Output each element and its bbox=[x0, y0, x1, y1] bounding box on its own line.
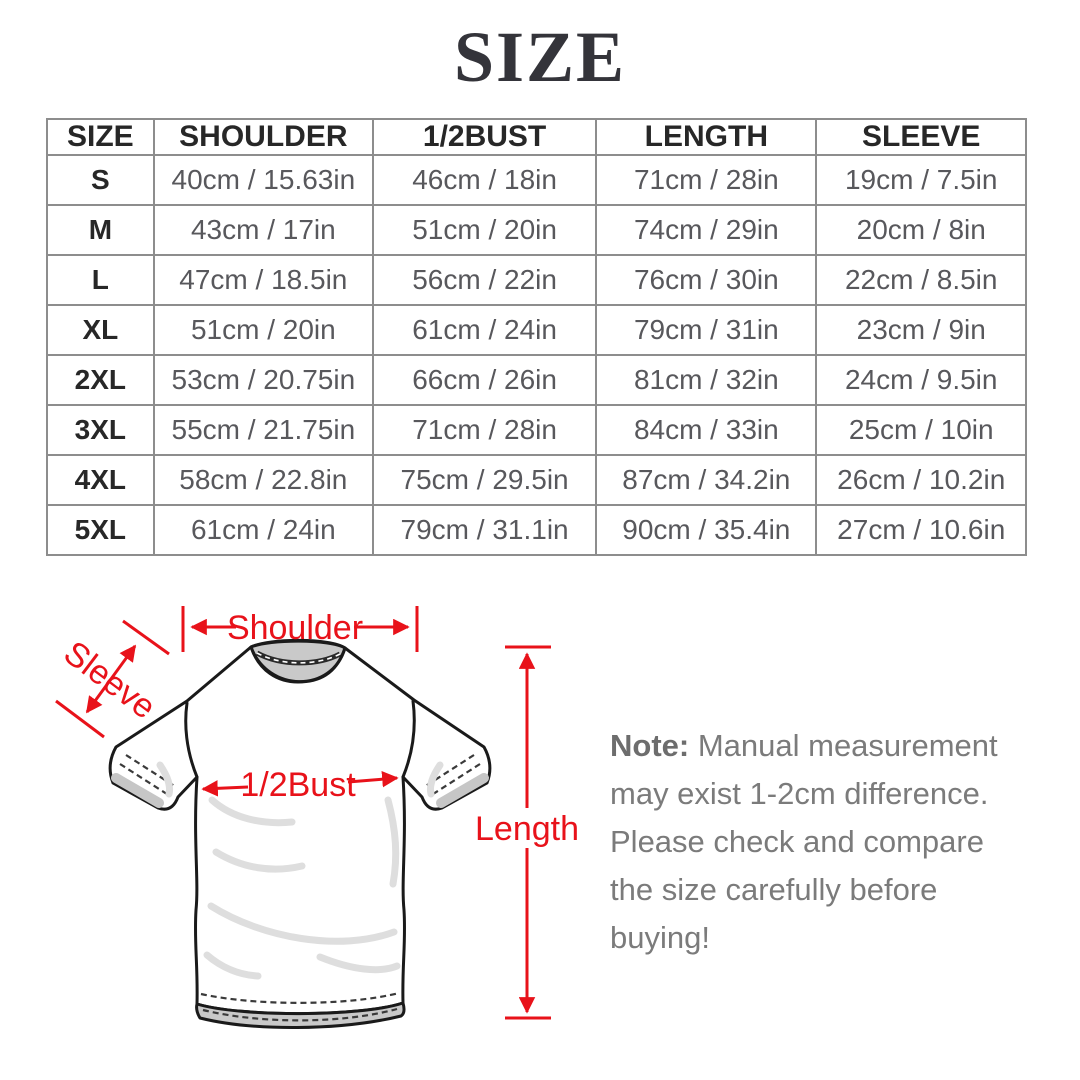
measurement-cell: 40cm / 15.63in bbox=[152, 154, 374, 206]
table-row: 5XL 61cm / 24in 79cm / 31.1in 90cm / 35.4in… bbox=[46, 504, 1027, 556]
note-body: Manual measurement may exist 1-2cm diffe… bbox=[610, 728, 998, 955]
wrinkle bbox=[156, 761, 174, 798]
measurement-cell: 61cm / 24in bbox=[371, 304, 598, 356]
measurement-cell: 22cm / 8.5in bbox=[815, 254, 1027, 306]
measurement-cell: 58cm / 22.8in bbox=[152, 454, 374, 506]
measurement-cell: 24cm / 9.5in bbox=[815, 354, 1027, 406]
size-cell: L bbox=[46, 254, 155, 306]
length-label: Length bbox=[475, 810, 579, 848]
measurement-cell: 26cm / 10.2in bbox=[815, 454, 1027, 506]
wrinkle bbox=[212, 848, 306, 873]
measurement-cell: 19cm / 7.5in bbox=[815, 154, 1027, 206]
sleeve-tick-upper bbox=[122, 619, 170, 656]
measurement-cell: 27cm / 10.6in bbox=[815, 504, 1027, 556]
measurement-cell: 51cm / 20in bbox=[371, 204, 598, 256]
measurement-cell: 75cm / 29.5in bbox=[371, 454, 598, 506]
measurement-cell: 47cm / 18.5in bbox=[152, 254, 374, 306]
bust-dimension: 1/2Bust bbox=[201, 766, 399, 804]
measurement-cell: 56cm / 22in bbox=[371, 254, 598, 306]
table-row: XL 51cm / 20in 61cm / 24in 79cm / 31in 23cm … bbox=[46, 304, 1027, 356]
measurement-cell: 79cm / 31.1in bbox=[371, 504, 598, 556]
wrinkle bbox=[384, 796, 400, 888]
bust-arrow-left bbox=[201, 780, 249, 797]
left-cuff bbox=[111, 773, 164, 808]
table-header-row: SIZE SHOULDER 1/2BUST LENGTH SLEEVE bbox=[46, 118, 1027, 156]
measurement-cell: 76cm / 30in bbox=[595, 254, 818, 306]
page-title: SIZE bbox=[453, 17, 627, 97]
measurement-cell: 79cm / 31in bbox=[595, 304, 818, 356]
wrinkle bbox=[316, 953, 401, 974]
table-row: M 43cm / 17in 51cm / 20in 74cm / 29in 20cm /… bbox=[46, 204, 1027, 256]
table-row: 3XL 55cm / 21.75in 71cm / 28in 84cm / 33in 2… bbox=[46, 404, 1027, 456]
table-row: 4XL 58cm / 22.8in 75cm / 29.5in 87cm / 34.2… bbox=[46, 454, 1027, 506]
wrinkle bbox=[426, 761, 444, 798]
bust-label: 1/2Bust bbox=[240, 766, 356, 804]
left-sleeve-seam bbox=[184, 701, 199, 779]
measurement-cell: 55cm / 21.75in bbox=[152, 404, 374, 456]
measurement-cell: 71cm / 28in bbox=[595, 154, 818, 206]
hem-stitch-bottom bbox=[202, 1007, 398, 1022]
size-cell: 5XL bbox=[46, 504, 155, 556]
bust-arrow-right bbox=[347, 770, 399, 788]
column-header: SLEEVE bbox=[815, 118, 1027, 156]
table-row: 2XL 53cm / 20.75in 66cm / 26in 81cm / 32in 2… bbox=[46, 354, 1027, 406]
wrinkle bbox=[207, 902, 398, 945]
size-cell: 2XL bbox=[46, 354, 155, 406]
column-header: SHOULDER bbox=[152, 118, 374, 156]
measurement-cell: 53cm / 20.75in bbox=[152, 354, 374, 406]
size-table: SIZE SHOULDER 1/2BUST LENGTH SLEEVE S 40cm / … bbox=[46, 118, 1027, 556]
sleeve-dimension: Sleeve bbox=[55, 619, 170, 739]
shoulder-label: Shoulder bbox=[227, 609, 363, 647]
measurement-cell: 51cm / 20in bbox=[152, 304, 374, 356]
size-cell: XL bbox=[46, 304, 155, 356]
column-header: 1/2BUST bbox=[371, 118, 598, 156]
tshirt-graphic bbox=[108, 638, 492, 1030]
measurement-cell: 71cm / 28in bbox=[371, 404, 598, 456]
wrinkle bbox=[203, 951, 262, 980]
size-cell: S bbox=[46, 154, 155, 206]
size-cell: 3XL bbox=[46, 404, 155, 456]
measurement-cell: 74cm / 29in bbox=[595, 204, 818, 256]
measurement-cell: 84cm / 33in bbox=[595, 404, 818, 456]
measurement-cell: 20cm / 8in bbox=[815, 204, 1027, 256]
note-label: Note: bbox=[610, 728, 690, 763]
table-row: S 40cm / 15.63in 46cm / 18in 71cm / 28in 19c… bbox=[46, 154, 1027, 206]
measurement-cell: 43cm / 17in bbox=[152, 204, 374, 256]
measurement-cell: 66cm / 26in bbox=[371, 354, 598, 406]
shoulder-dimension: Shoulder bbox=[181, 606, 419, 652]
measurement-cell: 25cm / 10in bbox=[815, 404, 1027, 456]
collar-stitch-band bbox=[255, 650, 342, 666]
right-sleeve-seam bbox=[401, 699, 416, 779]
measurement-cell: 61cm / 24in bbox=[152, 504, 374, 556]
table-row: L 47cm / 18.5in 56cm / 22in 76cm / 30in 22cm… bbox=[46, 254, 1027, 306]
measurement-cell: 81cm / 32in bbox=[595, 354, 818, 406]
hem-stitch-top bbox=[200, 991, 400, 1004]
sleeve-tick-lower bbox=[55, 699, 105, 739]
wrinkle bbox=[208, 796, 296, 827]
right-cuff bbox=[436, 773, 489, 808]
sleeve-arrow bbox=[85, 644, 137, 714]
size-cell: M bbox=[46, 204, 155, 256]
size-cell: 4XL bbox=[46, 454, 155, 506]
column-header: SIZE bbox=[46, 118, 155, 156]
collar-rib-edge bbox=[249, 645, 347, 683]
hem-band bbox=[195, 1001, 406, 1030]
measurement-cell: 23cm / 9in bbox=[815, 304, 1027, 356]
measurement-cell: 46cm / 18in bbox=[371, 154, 598, 206]
measurement-cell: 90cm / 35.4in bbox=[595, 504, 818, 556]
tshirt-body bbox=[108, 638, 492, 1016]
column-header: LENGTH bbox=[595, 118, 818, 156]
length-dimension: Length bbox=[475, 645, 579, 1020]
measurement-cell: 87cm / 34.2in bbox=[595, 454, 818, 506]
note-text: Note: Manual measurement may exist 1-2cm… bbox=[610, 722, 1022, 962]
